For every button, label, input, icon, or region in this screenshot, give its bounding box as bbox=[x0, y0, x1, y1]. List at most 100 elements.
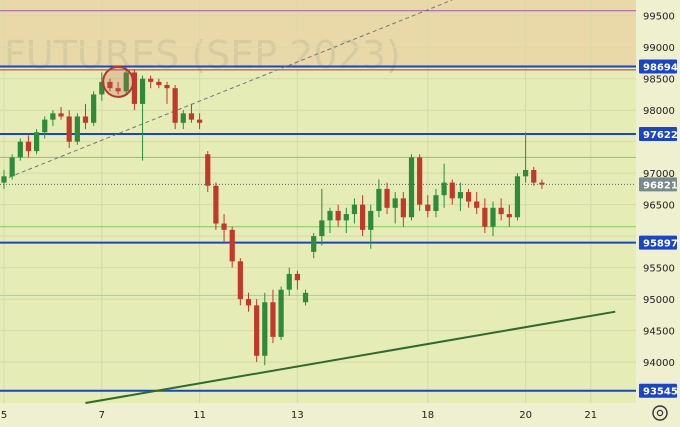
candle bbox=[441, 163, 447, 208]
candle bbox=[474, 192, 480, 215]
candle bbox=[221, 214, 227, 243]
candle-body bbox=[408, 157, 415, 218]
candle-body bbox=[205, 154, 211, 186]
candle bbox=[180, 110, 186, 130]
candle-body bbox=[514, 176, 521, 218]
candle bbox=[417, 154, 423, 211]
candle-body bbox=[91, 94, 97, 123]
candle bbox=[66, 110, 72, 148]
candle bbox=[254, 299, 260, 363]
candle-body bbox=[164, 85, 170, 89]
candle bbox=[91, 91, 97, 126]
level-tag-box bbox=[639, 59, 677, 74]
level-tag-box bbox=[639, 383, 677, 398]
dashed-trendline bbox=[0, 0, 453, 182]
candle-body bbox=[74, 116, 80, 142]
candle-body bbox=[465, 192, 472, 202]
candle bbox=[213, 182, 219, 230]
candle-body bbox=[66, 116, 72, 142]
candle-body bbox=[441, 182, 447, 196]
candle-body bbox=[319, 220, 325, 237]
candle bbox=[262, 292, 268, 366]
candle-body bbox=[294, 273, 300, 281]
candle-body bbox=[376, 188, 382, 211]
y-tick-label: 99500 bbox=[643, 12, 675, 23]
level-tag-label: 95897 bbox=[643, 239, 678, 250]
candle-body bbox=[17, 141, 23, 158]
candle bbox=[148, 75, 154, 89]
candle bbox=[351, 198, 358, 224]
candle bbox=[278, 286, 284, 341]
y-tick-label: 98000 bbox=[643, 106, 675, 117]
candle bbox=[99, 72, 105, 101]
candle bbox=[523, 132, 529, 183]
candle bbox=[302, 289, 309, 306]
candle-body bbox=[302, 292, 309, 303]
candle bbox=[156, 78, 162, 89]
last-price-tag-label: 96821 bbox=[643, 180, 678, 191]
candle bbox=[74, 113, 80, 145]
candle bbox=[123, 69, 129, 95]
candle-body bbox=[286, 273, 292, 290]
candle-body bbox=[50, 113, 56, 120]
candle-body bbox=[384, 188, 390, 208]
level-tag-box bbox=[639, 126, 677, 141]
candle bbox=[343, 207, 349, 233]
y-tick-label: 99000 bbox=[643, 43, 675, 54]
candle bbox=[139, 75, 146, 161]
settings-button[interactable] bbox=[652, 405, 668, 421]
gear-icon-center bbox=[656, 409, 664, 417]
candle-body bbox=[188, 113, 195, 120]
candle-body bbox=[531, 170, 537, 183]
candle bbox=[205, 151, 211, 193]
level-lines bbox=[0, 10, 636, 392]
candle bbox=[197, 113, 203, 130]
candle bbox=[319, 188, 325, 246]
candle-body bbox=[229, 229, 235, 262]
candle-body bbox=[498, 207, 504, 215]
candle bbox=[539, 179, 545, 189]
candle-body bbox=[115, 88, 121, 92]
candle-body bbox=[523, 170, 529, 177]
candle bbox=[514, 173, 521, 221]
candle bbox=[25, 135, 32, 158]
candle-body bbox=[433, 195, 439, 211]
candle bbox=[58, 107, 64, 120]
y-tick-label: 96500 bbox=[643, 201, 675, 212]
candle bbox=[368, 204, 374, 249]
candle-body bbox=[9, 157, 15, 177]
candle-body bbox=[482, 207, 488, 227]
candle bbox=[449, 179, 455, 205]
candle bbox=[270, 289, 276, 344]
candle bbox=[245, 292, 252, 312]
candle-body bbox=[148, 78, 154, 82]
candle-body bbox=[34, 132, 40, 152]
candle bbox=[384, 182, 390, 215]
candle-body bbox=[351, 204, 358, 215]
candle-body bbox=[343, 214, 349, 221]
candle-body bbox=[311, 236, 317, 252]
candle-body bbox=[156, 81, 162, 86]
support-trendline bbox=[85, 310, 616, 404]
level-tag-box bbox=[639, 235, 677, 250]
candle bbox=[164, 81, 170, 104]
candles bbox=[1, 69, 545, 366]
candle-body bbox=[254, 305, 260, 356]
candle bbox=[457, 182, 463, 211]
candle bbox=[376, 179, 382, 218]
last-price-tag-box bbox=[639, 177, 677, 192]
candle bbox=[465, 188, 472, 208]
candle-body bbox=[221, 223, 227, 230]
candle bbox=[229, 226, 235, 268]
candle bbox=[34, 129, 40, 155]
candle bbox=[425, 195, 431, 218]
trend-lines bbox=[0, 0, 616, 404]
level-tag: 93545 bbox=[639, 383, 678, 398]
candle-body bbox=[327, 210, 333, 221]
candle-body bbox=[25, 141, 32, 152]
candle bbox=[498, 198, 504, 221]
gear-icon bbox=[652, 405, 668, 421]
candle-body bbox=[425, 204, 431, 211]
